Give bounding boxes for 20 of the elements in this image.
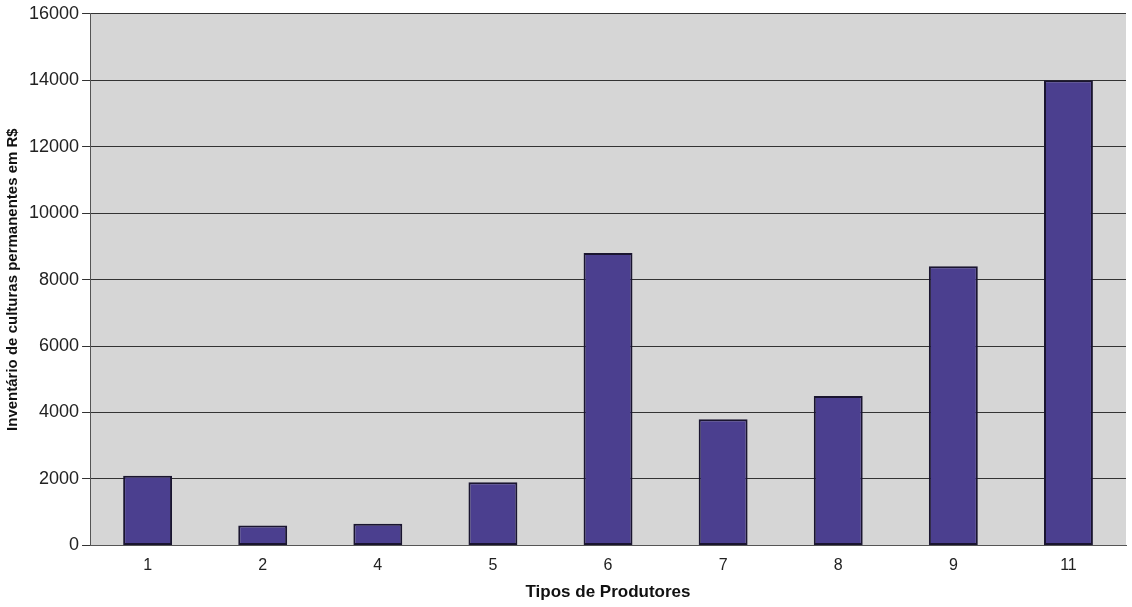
x-tick-label: 8 [833,556,843,574]
y-tick-label: 12000 [28,135,80,156]
y-tick-label: 16000 [28,2,80,23]
y-tick-label: 6000 [39,335,80,356]
y-tick-label: 8000 [39,268,80,289]
x-tick-label: 7 [718,556,728,574]
x-tick-label: 4 [373,556,383,574]
y-tick-label: 0 [69,534,80,555]
x-tick-label: 1 [143,556,153,574]
y-tick-label: 2000 [39,467,80,488]
x-tick-label: 9 [948,556,958,574]
x-tick-label: 2 [258,556,268,574]
y-tick-label: 4000 [39,401,80,422]
y-tick-label: 10000 [28,202,80,223]
x-tick-label: 11 [1060,556,1077,574]
y-tick-label: 14000 [28,69,80,90]
x-axis-title: Tipos de Produtores [525,582,691,602]
y-axis-title: Inventário de culturas permanentes em R$ [3,127,21,431]
x-tick-label: 5 [488,556,498,574]
x-tick-label: 6 [603,556,613,574]
